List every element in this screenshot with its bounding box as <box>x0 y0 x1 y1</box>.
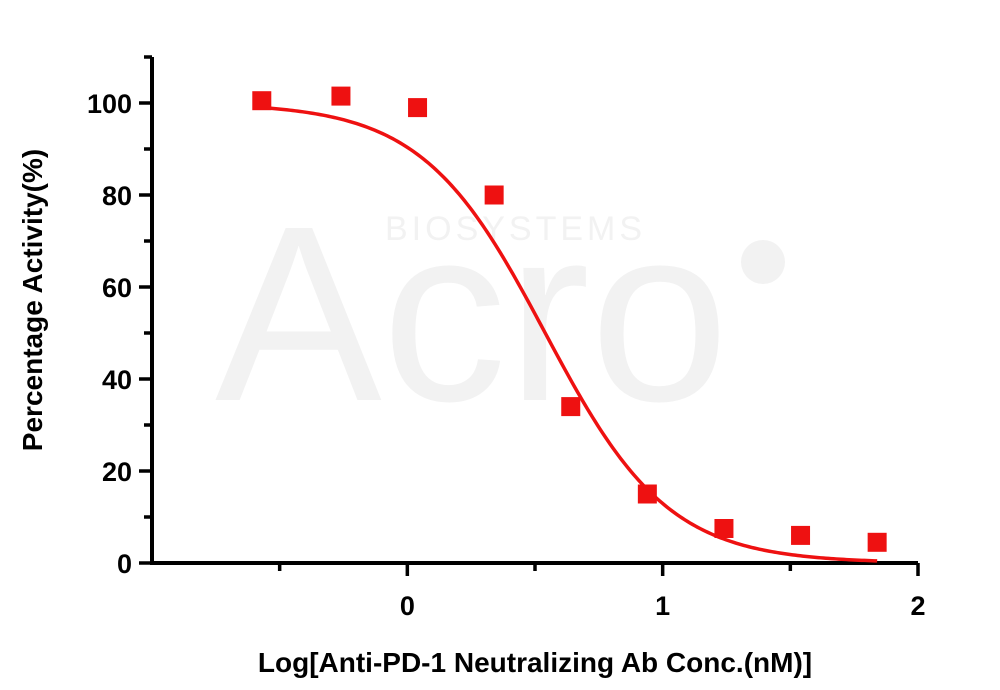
y-axis-title: Percentage Activity(%) <box>17 149 48 451</box>
x-axis-tick-labels: 0 1 2 <box>400 591 926 621</box>
data-point <box>408 98 428 118</box>
watermark: BIOSYSTEMS Acro <box>215 174 785 453</box>
data-points <box>252 86 887 552</box>
data-point <box>637 484 657 504</box>
watermark-tagline: BIOSYSTEMS <box>385 210 646 248</box>
x-tick-label: 2 <box>910 591 925 621</box>
y-tick-label: 40 <box>102 365 132 395</box>
x-axis-title: Log[Anti-PD-1 Neutralizing Ab Conc.(nM)] <box>258 647 812 678</box>
y-tick-label: 80 <box>102 181 132 211</box>
watermark-brand: Acro <box>215 174 729 453</box>
y-tick-label: 60 <box>102 273 132 303</box>
y-tick-label: 20 <box>102 457 132 487</box>
x-tick-label: 0 <box>400 591 415 621</box>
data-point <box>714 519 734 538</box>
data-point <box>331 86 351 106</box>
fit-curve <box>261 105 878 563</box>
data-point <box>561 397 581 417</box>
y-tick-label: 100 <box>87 89 132 119</box>
y-tick-label: 0 <box>117 549 132 579</box>
y-axis-tick-labels: 0 20 40 60 80 100 <box>87 89 132 579</box>
data-point <box>791 525 811 545</box>
x-tick-label: 1 <box>655 591 670 621</box>
y-axis-ticks <box>139 55 152 565</box>
watermark-dot <box>741 240 785 284</box>
data-point <box>867 532 887 552</box>
data-point <box>484 185 504 205</box>
x-axis-ticks <box>277 563 920 576</box>
data-point <box>252 91 272 111</box>
